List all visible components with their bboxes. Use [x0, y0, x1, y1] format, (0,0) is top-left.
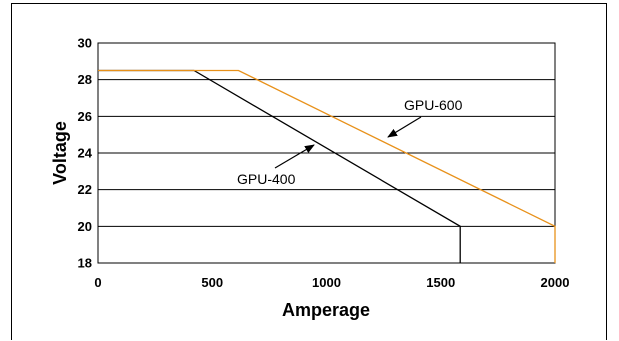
y-tick-label-20: 20: [78, 219, 92, 234]
y-tick-label-30: 30: [78, 36, 92, 51]
x-tick-label-0: 0: [94, 275, 101, 290]
x-tick-labels: 0 500 1000 1500 2000: [94, 275, 569, 290]
x-tick-label-2000: 2000: [541, 275, 570, 290]
series-lines: [98, 69, 556, 263]
gridlines: [98, 79, 555, 227]
y-axis-title: Voltage: [50, 121, 70, 185]
chart-frame: [11, 3, 607, 340]
series-line-gpu-600: [98, 69, 556, 263]
y-tick-label-24: 24: [78, 146, 93, 161]
x-tick-label-1500: 1500: [426, 275, 455, 290]
y-tick-label-28: 28: [78, 72, 92, 87]
x-axis-title: Amperage: [282, 300, 370, 320]
y-tick-label-26: 26: [78, 109, 92, 124]
gpu-600-arrow: [387, 116, 422, 138]
gpu-400-annotation: GPU-400: [237, 171, 296, 187]
y-tick-labels: 18 20 22 24 26 28 30: [78, 36, 93, 271]
x-tick-label-1000: 1000: [312, 275, 341, 290]
y-tick-label-22: 22: [78, 182, 92, 197]
plot-area: [97, 42, 556, 264]
y-tick-label-18: 18: [78, 256, 92, 271]
x-tick-label-500: 500: [201, 275, 223, 290]
gpu-600-annotation: GPU-600: [404, 97, 463, 113]
gpu-400-arrow: [274, 144, 315, 169]
